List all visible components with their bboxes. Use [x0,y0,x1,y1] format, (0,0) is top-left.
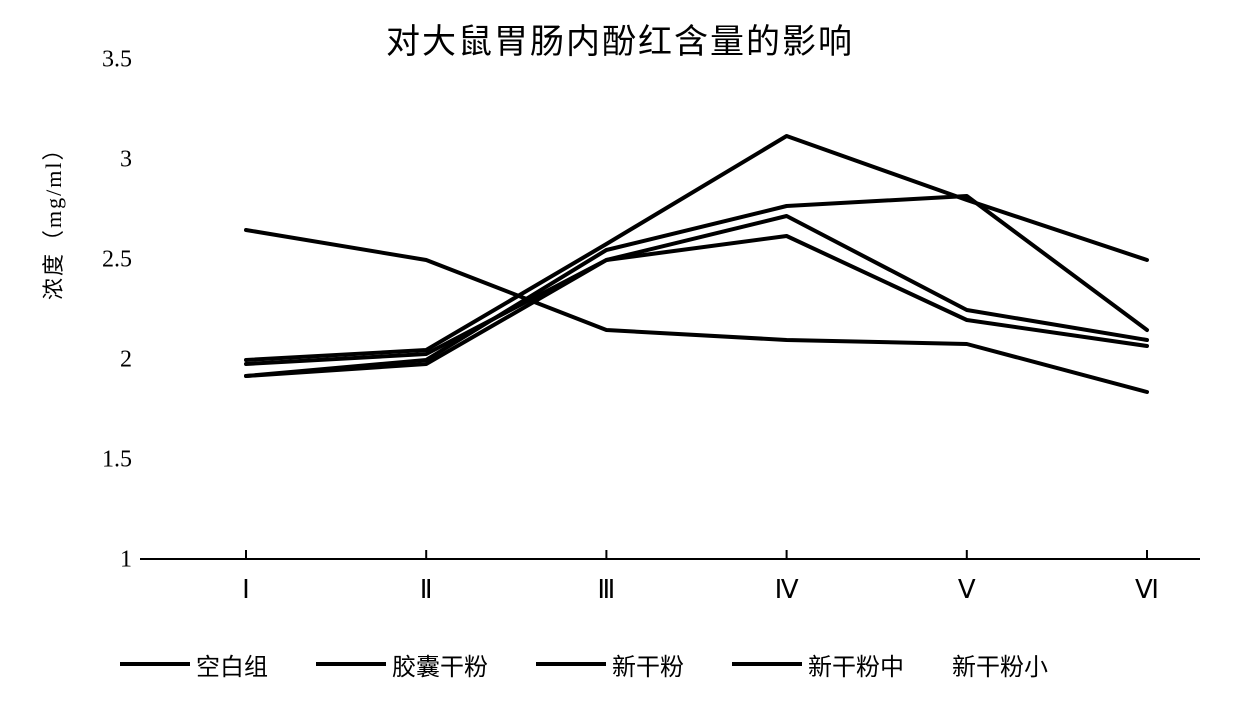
x-tick-label: Ⅴ [958,575,976,605]
y-tick-label: 2 [72,347,132,374]
x-tick-label: Ⅳ [775,575,799,605]
series-line-新干粉 [246,196,1147,376]
y-axis-label: 浓度（mg/ml） [36,137,68,300]
series-line-新干粉小 [246,236,1147,364]
legend-label: 空白组 [196,647,268,682]
x-tick-label: Ⅲ [597,575,615,605]
y-tick-label: 1.5 [72,447,132,474]
legend-label: 新干粉 [612,647,684,682]
chart-title: 对大鼠胃肠内酚红含量的影响 [0,14,1240,63]
chart-container: 对大鼠胃肠内酚红含量的影响 浓度（mg/ml） 1 1.5 2 2.5 3 3.5 Ⅰ Ⅱ Ⅲ… [0,0,1240,702]
legend-label: 新干粉小 [952,647,1048,682]
legend-item-胶囊干粉: 胶囊干粉 [316,647,488,682]
x-tick-label: Ⅰ [242,575,250,605]
x-tick-label: Ⅱ [420,575,433,605]
legend-swatch [732,662,802,666]
legend-item-新干粉: 新干粉 [536,647,684,682]
y-tick-label: 2.5 [72,247,132,274]
plot-svg [140,60,1200,560]
legend-label: 新干粉中 [808,647,904,682]
x-tick-label: Ⅵ [1135,575,1159,605]
legend-item-新干粉中: 新干粉中 [732,647,904,682]
legend-item-新干粉小: 新干粉小 [952,647,1048,682]
y-tick-label: 3.5 [72,47,132,74]
legend-swatch [120,662,190,666]
legend: 空白组 胶囊干粉 新干粉 新干粉中 新干粉小 [120,644,1210,684]
legend-swatch [316,662,386,666]
legend-item-空白组: 空白组 [120,647,268,682]
plot-area [140,60,1200,560]
y-tick-label: 3 [72,147,132,174]
legend-swatch [536,662,606,666]
legend-label: 胶囊干粉 [392,647,488,682]
y-tick-label: 1 [72,547,132,574]
